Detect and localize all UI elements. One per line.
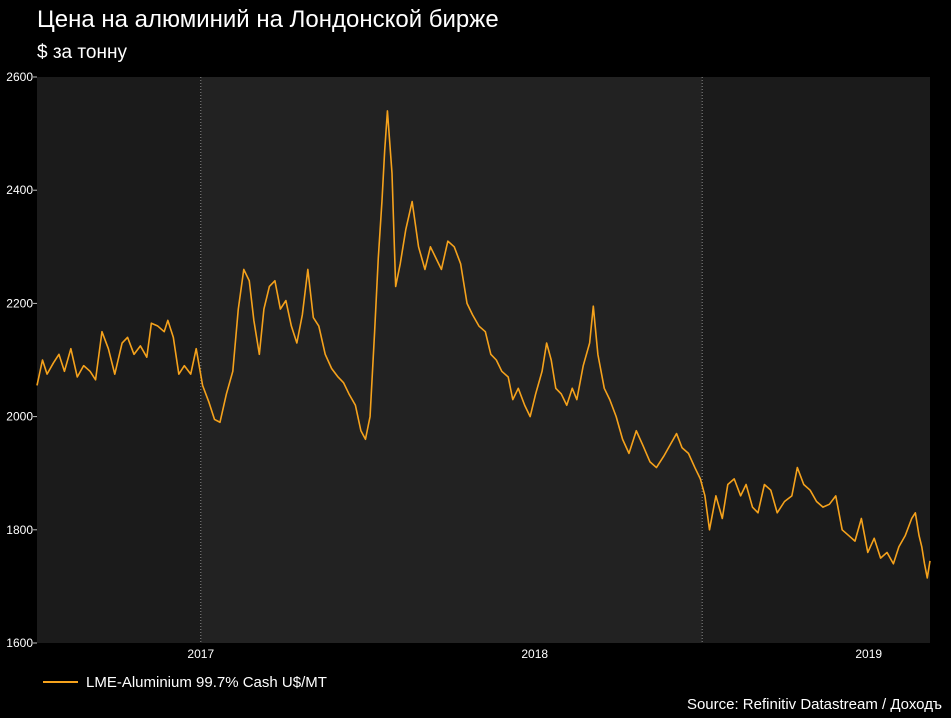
y-tick-label: 2400	[6, 183, 33, 197]
series-group	[36, 110, 931, 579]
legend: LME-Aluminium 99.7% Cash U$/MT	[43, 674, 327, 691]
period-bands	[37, 77, 930, 643]
period-band	[702, 77, 930, 643]
x-axis: 2017 2018 2019	[187, 647, 882, 661]
x-tick-label: 2017	[187, 647, 214, 661]
period-boundaries	[200, 77, 703, 643]
chart-title: Цена на алюминий на Лондонской бирже	[37, 6, 499, 33]
legend-label-lme-aluminium: LME-Aluminium 99.7% Cash U$/MT	[86, 674, 327, 691]
chart-source: Source: Refinitiv Datastream / Доходъ	[686, 696, 942, 713]
y-tick-label: 1600	[6, 636, 33, 650]
x-tick-label: 2019	[855, 647, 882, 661]
period-band	[200, 77, 703, 643]
y-tick-label: 2200	[6, 296, 33, 310]
y-tick-label: 2000	[6, 410, 33, 424]
y-axis: 2600 2400 2200 2000 1800 1600	[6, 70, 37, 650]
y-tick-label: 1800	[6, 523, 33, 537]
y-tick-label: 2600	[6, 70, 33, 84]
x-tick-label: 2018	[521, 647, 548, 661]
series-line-lme-aluminium	[36, 110, 931, 579]
chart-subtitle: $ за тонну	[37, 42, 127, 63]
